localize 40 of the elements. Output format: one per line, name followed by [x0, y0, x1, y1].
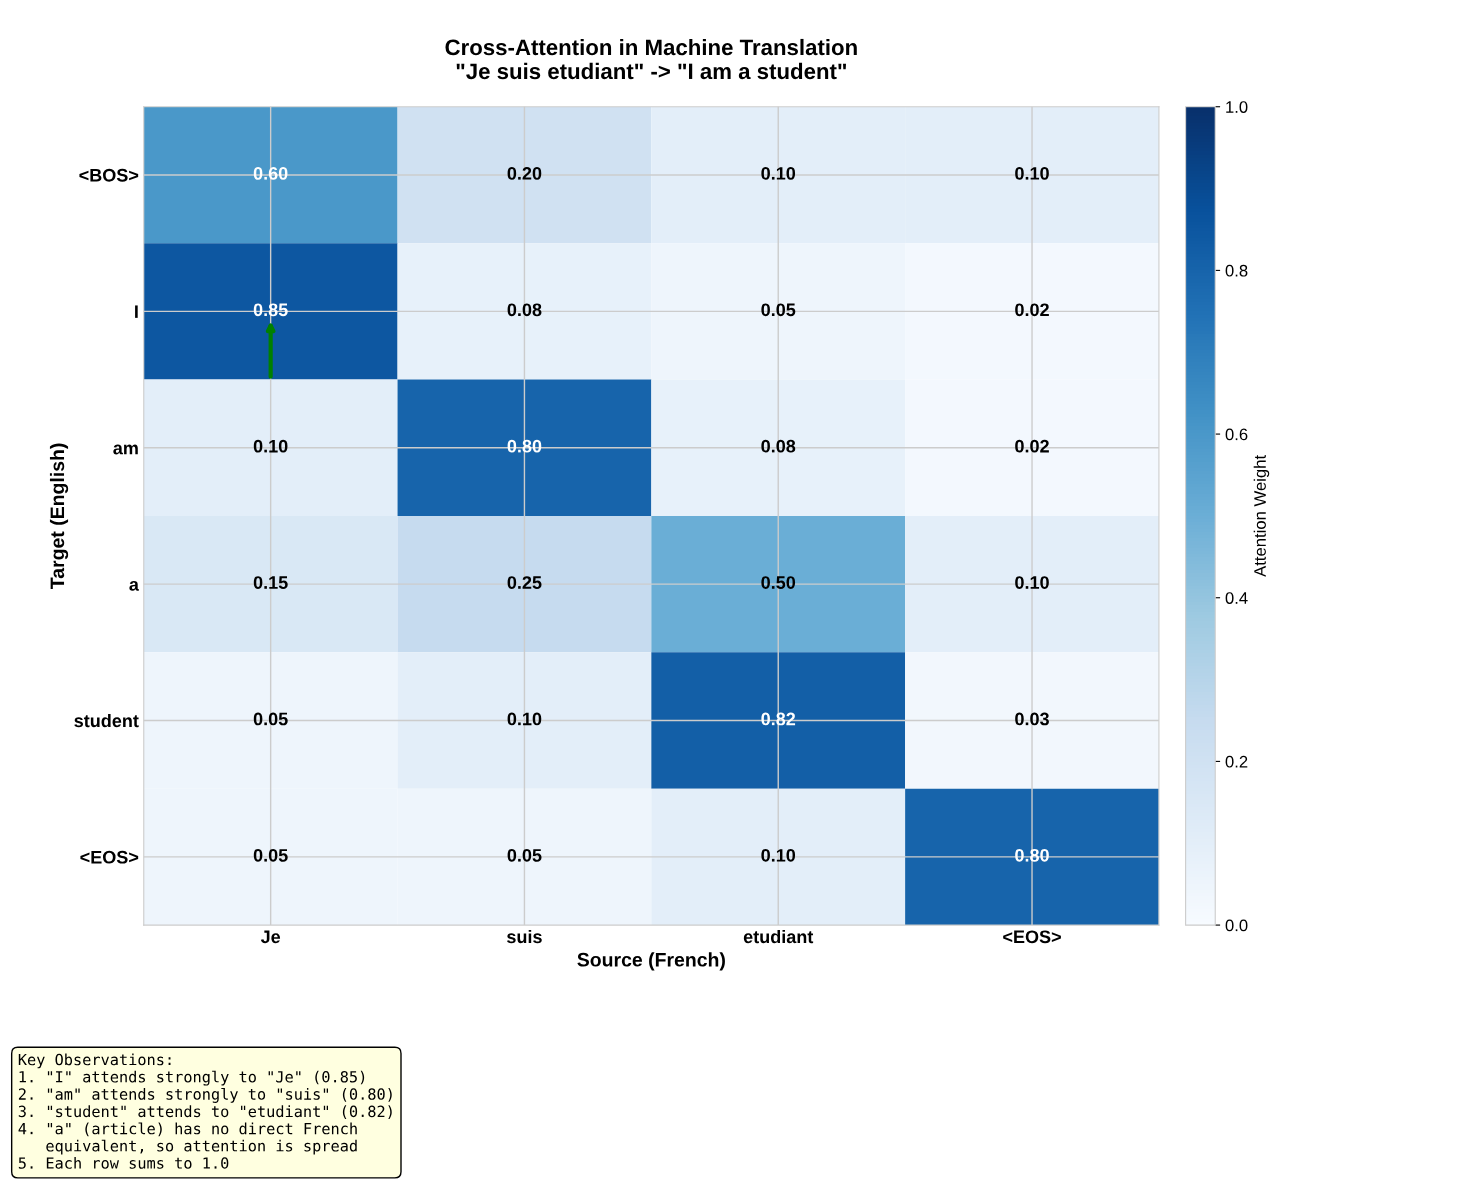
- y-tick-label: am: [113, 444, 138, 455]
- data-label: 0.10: [761, 848, 796, 862]
- data-label: 0.02: [1015, 439, 1049, 453]
- color-bar-label: 0.2: [1225, 755, 1248, 768]
- data-label: 0.10: [761, 167, 796, 180]
- x-axis-title: Source (French): [577, 952, 725, 971]
- text: Key Observations: 1. "I" attends strongly to "Je" (0.85) 2. "am" attends strongly to "suis" (0.80) 3. "student" attends to "etudiant" (0.82) 4. "a" (article) has no direct French equivalent, so attention is spread 5. Each row sums to 1.0: [18, 1053, 392, 1169]
- chart-title: Cross-Attention in Machine Translation "Je suis etudiant" -> "I am a student": [445, 38, 857, 80]
- x-tick-label: Je: [260, 930, 281, 944]
- x-tick-label: <EOS>: [1003, 930, 1061, 944]
- color-bar-label: 0.4: [1225, 592, 1248, 604]
- data-label: 0.20: [507, 167, 542, 180]
- data-label: 0.10: [1015, 167, 1049, 180]
- data-label: 0.05: [507, 848, 542, 862]
- data-label: 0.10: [1015, 576, 1049, 589]
- color-bar-title: Attention Weight: [1253, 455, 1270, 577]
- data-label: 0.02: [1015, 303, 1049, 317]
- data-label: 0.05: [761, 303, 796, 317]
- color-bar-label: 0.0: [1225, 919, 1248, 932]
- color-bar-label: 1.0: [1226, 101, 1248, 113]
- data-label: 0.05: [253, 712, 288, 726]
- data-label: 0.10: [253, 439, 288, 453]
- x-tick-label: suis: [507, 929, 542, 944]
- data-label: 0.08: [507, 303, 542, 317]
- data-label: 0.25: [507, 576, 542, 589]
- color-bar-label: 0.8: [1225, 264, 1248, 277]
- color-bar-label: 0.6: [1225, 428, 1248, 441]
- y-tick-label: <BOS>: [79, 168, 139, 182]
- y-tick-label: a: [129, 580, 140, 591]
- data-label: 0.03: [1015, 712, 1049, 726]
- y-axis-title: Target (English): [49, 443, 69, 589]
- data-label: 0.50: [761, 576, 796, 589]
- y-tick-label: I: [135, 305, 138, 318]
- y-tick-label: <EOS>: [80, 850, 139, 864]
- data-label: 0.08: [761, 439, 796, 453]
- x-tick-label: etudiant: [743, 929, 814, 944]
- y-tick-label: student: [74, 713, 139, 728]
- data-label: 0.05: [253, 848, 288, 862]
- data-label: 0.15: [253, 576, 288, 589]
- data-label: 0.10: [507, 712, 542, 726]
